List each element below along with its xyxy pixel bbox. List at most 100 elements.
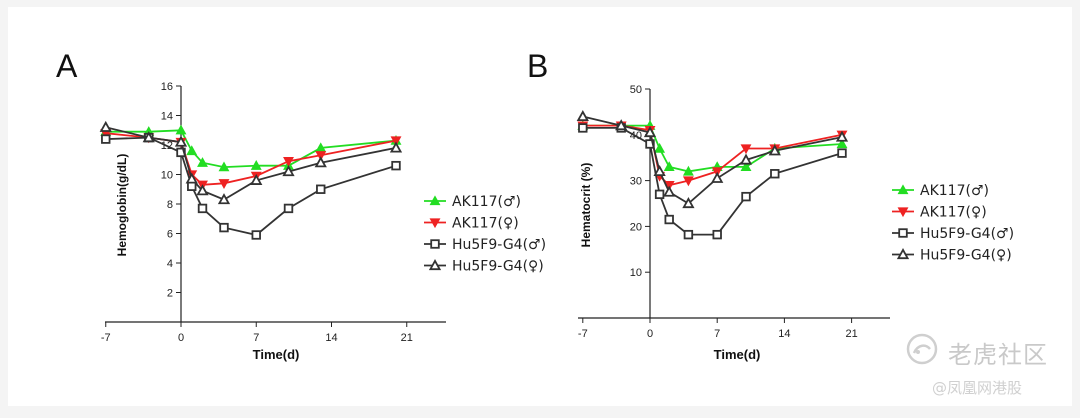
chart-0-legend-marker — [429, 195, 441, 206]
chart-1-legend-label: Hu5F9-G4(♀) — [920, 248, 1012, 264]
chart-0-data-point — [197, 203, 208, 214]
chart-1-data-point — [739, 153, 753, 165]
chart-0-series-line — [105, 136, 397, 236]
chart-1-xtick-label: 7 — [714, 328, 720, 340]
chart-1-x-axis-label: Time(d) — [714, 347, 761, 362]
chart-1-legend-label: AK117(♂) — [920, 183, 989, 199]
chart-0-data-point — [142, 131, 155, 143]
chart-0-data-point — [219, 222, 229, 233]
chart-1-data-point — [682, 197, 695, 209]
chart-0-legend-label: Hu5F9-G4(♀) — [452, 259, 544, 275]
chart-0-legend-entry: Hu5F9-G4(♂) — [424, 237, 546, 253]
chart-0-ytick-label: 16 — [161, 81, 173, 93]
chart-1-legend-entry: AK117(♀) — [892, 205, 987, 221]
chart-1-data-point — [683, 229, 694, 240]
chart-0-legend-entry: AK117(♀) — [424, 216, 519, 232]
chart-0-data-point — [315, 151, 327, 161]
chart-0-xtick-label: -7 — [101, 332, 111, 344]
chart-0-data-point — [283, 157, 294, 167]
chart-1-ytick-label: 20 — [630, 221, 642, 233]
chart-0-data-point — [389, 141, 403, 153]
chart-1-series-line — [582, 115, 843, 205]
chart-0-series-line — [105, 126, 397, 201]
chart-0-x-axis-label: Time(d) — [253, 347, 300, 362]
chart-1-data-point — [664, 214, 674, 225]
chart-0-data-point — [282, 165, 295, 177]
chart-1-y-axis-label: Hematocrit (%) — [579, 163, 593, 248]
chart-0-series-2 — [101, 132, 401, 240]
chart-1-data-point — [578, 123, 588, 133]
chart-0-data-point — [316, 184, 326, 194]
chart-0-data-point — [101, 134, 111, 144]
chart-0-data-point — [251, 230, 261, 240]
chart-1-data-point — [654, 142, 666, 153]
chart-1-data-point — [711, 171, 724, 183]
chart-0-data-point — [187, 181, 197, 191]
chart-0-legend-marker — [429, 218, 441, 229]
chart-0-xtick-label: 14 — [325, 332, 337, 344]
chart-0-data-point — [186, 145, 198, 156]
chart-1-series-3 — [576, 110, 849, 209]
chart-1-data-point — [836, 138, 848, 149]
chart-1-data-point — [741, 191, 751, 202]
chart-1-ytick-label: 10 — [630, 267, 642, 279]
chart-0-ytick-label: 4 — [167, 258, 173, 270]
chart-0-data-point — [314, 156, 327, 168]
chart-0-data-point — [99, 120, 112, 132]
chart-1-data-point — [682, 176, 694, 187]
chart-0-data-point — [390, 136, 402, 147]
chart-0-legend-marker — [428, 259, 442, 271]
chart-0-data-point — [250, 160, 262, 170]
chart-0-data-point — [391, 160, 401, 171]
chart-1-data-point — [615, 119, 628, 131]
chart-0-legend-entry: AK117(♂) — [424, 194, 521, 210]
chart-1-legend-entry: Hu5F9-G4(♀) — [892, 248, 1012, 264]
watermark-main: 老虎社区 — [948, 341, 1048, 369]
chart-1-legend-marker — [897, 207, 909, 218]
figure-background — [8, 7, 1072, 406]
chart-1-series-line — [582, 124, 843, 173]
chart-0-data-point — [175, 124, 187, 135]
chart-1-data-point — [740, 144, 752, 155]
chart-1-legend-marker — [897, 184, 909, 195]
chart-0-data-point — [283, 203, 294, 214]
chart-1-legend-marker — [896, 248, 910, 260]
chart-1-data-point — [712, 229, 722, 240]
chart-1-series-line — [582, 124, 843, 187]
chart-1-data-point — [663, 161, 675, 172]
watermark-logo-icon — [906, 333, 938, 365]
chart-1-data-point — [654, 189, 665, 200]
chart-0-data-point — [185, 172, 198, 184]
chart-0-ytick-label: 8 — [167, 199, 173, 211]
chart-1-xtick-label: -7 — [578, 328, 588, 340]
chart-1-xtick-label: 21 — [845, 328, 857, 340]
chart-0-legend-entry: Hu5F9-G4(♀) — [424, 259, 544, 275]
chart-1-series-line — [582, 127, 843, 236]
chart-0-xtick-label: 7 — [253, 332, 259, 344]
chart-1-data-point — [770, 169, 780, 179]
chart-1-legend-label: Hu5F9-G4(♂) — [920, 226, 1014, 242]
chart-0-legend-label: Hu5F9-G4(♂) — [452, 237, 546, 253]
chart-0-data-point — [196, 184, 209, 196]
chart-0-data-point — [218, 161, 230, 172]
chart-0-xtick-label: 0 — [178, 332, 184, 344]
chart-1-data-point — [768, 144, 781, 156]
chart-1-data-point — [645, 139, 655, 149]
chart-1-data-point — [663, 185, 676, 197]
chart-0-data-point — [218, 179, 230, 189]
chart-0-y-axis-label: Hemoglobin(g/dL) — [115, 154, 129, 257]
chart-1-panel-label: B — [527, 48, 548, 84]
chart-1-ytick-label: 30 — [630, 176, 642, 188]
chart-1-legend-entry: AK117(♂) — [892, 183, 989, 199]
chart-0-ytick-label: 2 — [167, 288, 173, 300]
chart-1-data-point — [837, 148, 847, 158]
chart-1-data-point — [682, 165, 694, 176]
chart-1-legend-marker — [898, 228, 908, 238]
watermark-sub: @凤凰网港股 — [932, 379, 1023, 397]
chart-0-series-line — [105, 129, 397, 169]
chart-1-data-point — [576, 110, 589, 122]
